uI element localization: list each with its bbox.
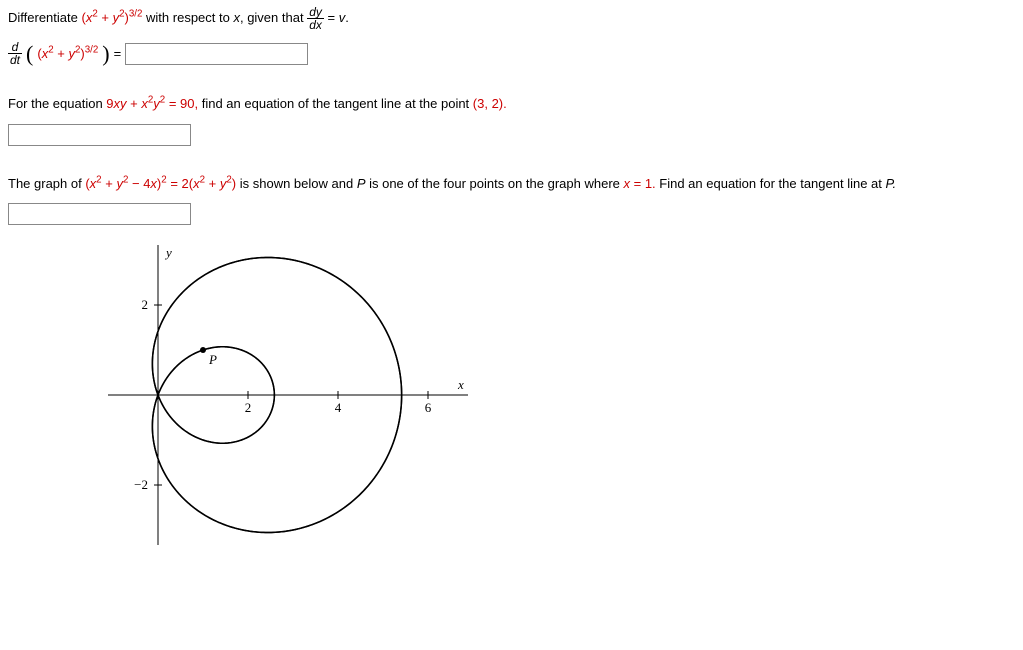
answer-input-2[interactable] — [8, 124, 191, 146]
frac-den: dx — [307, 19, 324, 31]
p3-eqn: (x2 + y2 − 4x)2 = 2(x2 + y2) — [85, 176, 236, 191]
problem-1: Differentiate (x2 + y2)3/2 with respect … — [8, 6, 1015, 66]
right-paren: ) — [102, 45, 109, 63]
svg-text:P: P — [208, 352, 217, 367]
p2-point: (3, 2). — [473, 96, 507, 111]
left-paren: ( — [26, 45, 33, 63]
problem-3: The graph of (x2 + y2 − 4x)2 = 2(x2 + y2… — [8, 174, 1015, 546]
problem-1-prompt: Differentiate (x2 + y2)3/2 with respect … — [8, 6, 1015, 31]
svg-text:−2: −2 — [134, 477, 148, 492]
graph-container: 2 4 6 2 −2 x y P — [108, 245, 1015, 545]
text-mid: with respect to — [142, 10, 233, 25]
equals-text: = — [114, 46, 122, 61]
svg-text:x: x — [457, 377, 464, 392]
answer-input-3[interactable] — [8, 203, 191, 225]
p3-mid: is shown below and — [236, 176, 357, 191]
expr-red: (x2 + y2)3/2 — [81, 10, 142, 25]
dy-dx-frac: dydx — [307, 6, 324, 31]
problem-2: For the equation 9xy + x2y2 = 90, find a… — [8, 94, 1015, 146]
svg-text:6: 6 — [425, 400, 432, 415]
limacon-graph: 2 4 6 2 −2 x y P — [108, 245, 468, 545]
text-given: , given that — [240, 10, 307, 25]
problem-2-prompt: For the equation 9xy + x2y2 = 90, find a… — [8, 94, 1015, 114]
answer-input-1[interactable] — [125, 43, 308, 65]
svg-text:2: 2 — [142, 297, 149, 312]
p3-mid2: is one of the four points on the graph w… — [365, 176, 623, 191]
problem-1-equation-line: d dt ( (x2 + y2)3/2 ) = — [8, 41, 1015, 66]
p3-ptail: P. — [886, 176, 897, 191]
p2-eqn: 9xy + x2y2 = 90, — [106, 96, 198, 111]
text-lead: Differentiate — [8, 10, 81, 25]
d-den: dt — [8, 54, 22, 66]
inner-expr-red: (x2 + y2)3/2 — [37, 46, 98, 61]
p3-xeq: x = 1. — [624, 176, 656, 191]
p2-rest: find an equation of the tangent line at … — [198, 96, 473, 111]
svg-text:4: 4 — [335, 400, 342, 415]
problem-3-prompt: The graph of (x2 + y2 − 4x)2 = 2(x2 + y2… — [8, 174, 1015, 194]
p3-tail: Find an equation for the tangent line at — [656, 176, 886, 191]
p3-lead: The graph of — [8, 176, 85, 191]
p2-lead: For the equation — [8, 96, 106, 111]
svg-text:2: 2 — [245, 400, 252, 415]
eq-v: = v. — [324, 10, 349, 25]
d-dt-frac: d dt — [8, 41, 22, 66]
svg-text:y: y — [164, 245, 172, 260]
